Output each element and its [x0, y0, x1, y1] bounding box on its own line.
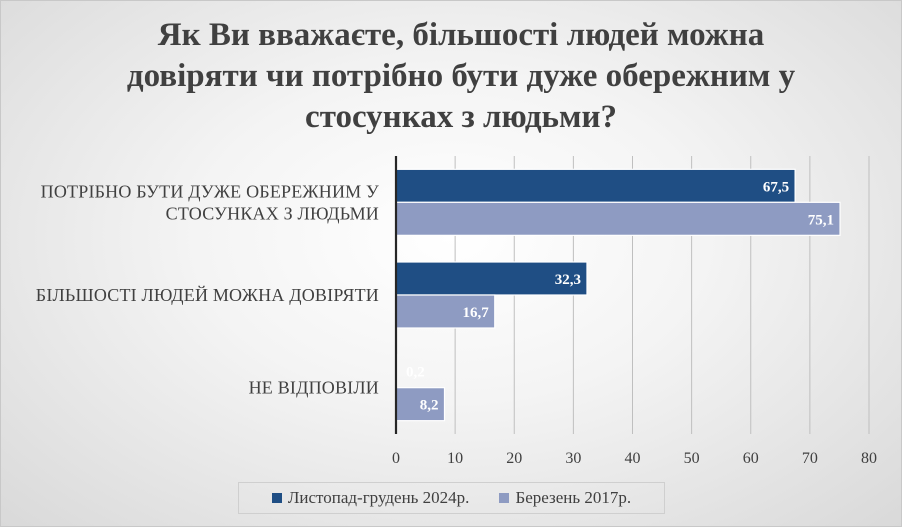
category-label: БІЛЬШОСТІ ЛЮДЕЙ МОЖНА ДОВІРЯТИ — [36, 285, 379, 305]
chart-title-line: Як Ви вважаєте, більшості людей можна — [157, 17, 765, 53]
legend-item-series-2: Березень 2017р. — [499, 488, 631, 508]
data-label: 16,7 — [462, 305, 489, 321]
data-label: 8,2 — [420, 398, 439, 414]
x-tick-label: 50 — [684, 450, 700, 467]
data-label: 32,3 — [555, 272, 581, 288]
legend-label-series-1: Листопад-грудень 2024р. — [287, 488, 470, 507]
x-tick-label: 10 — [447, 450, 463, 467]
legend-item-series-1: Листопад-грудень 2024р. — [271, 488, 470, 508]
chart-legend: Листопад-грудень 2024р. Березень 2017р. — [238, 482, 665, 514]
legend-swatch-series-1 — [271, 493, 282, 503]
data-label: 75,1 — [808, 212, 834, 228]
chart-title-line: довіряти чи потрібно бути дуже обережним… — [126, 58, 796, 94]
bar — [395, 201, 841, 236]
x-tick-label: 80 — [861, 450, 877, 467]
chart-plot-area: 0 10 20 30 40 50 60 70 80 67,5 75,1 ПОТРІБНО БУТИ Д… — [36, 156, 877, 467]
legend-swatch-series-2 — [499, 493, 510, 503]
x-tick-label: 0 — [392, 450, 400, 467]
chart-title-line: стосунках з людьми? — [305, 99, 617, 135]
x-tick-label: 30 — [565, 450, 581, 467]
x-tick-label: 40 — [625, 450, 641, 467]
data-label: 0,2 — [406, 365, 425, 381]
x-tick-label: 60 — [743, 450, 759, 467]
chart-title: Як Ви вважаєте, більшості людей можна до… — [81, 15, 841, 138]
category-label: ПОТРІБНО БУТИ ДУЖЕ ОБЕРЕЖНИМ У — [41, 181, 379, 201]
category-label: СТОСУНКАХ З ЛЮДЬМИ — [166, 203, 379, 223]
bar — [395, 168, 796, 203]
legend-label-series-2: Березень 2017р. — [515, 488, 632, 507]
x-tick-label: 70 — [802, 450, 818, 467]
x-tick-label: 20 — [506, 450, 522, 467]
data-label: 67,5 — [763, 179, 789, 195]
category-label: НЕ ВІДПОВІЛИ — [249, 378, 379, 398]
